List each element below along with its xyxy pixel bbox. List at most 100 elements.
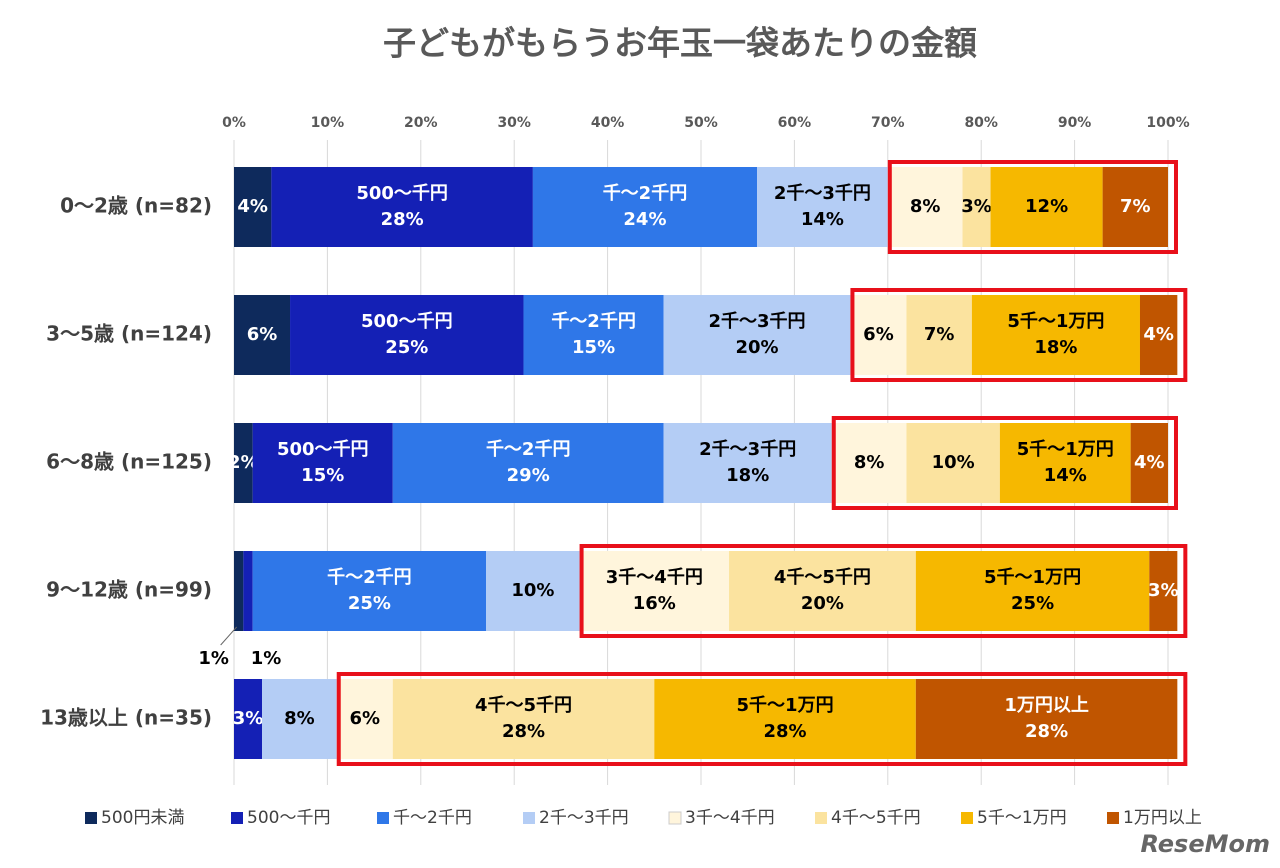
legend-label: 500～千円 — [247, 808, 330, 828]
x-tick-label: 70% — [871, 115, 905, 131]
legend-swatch — [523, 812, 535, 824]
bar-segment — [906, 295, 972, 375]
value-label: 6% — [247, 324, 278, 345]
bar-segment — [290, 295, 524, 375]
legend-label: 4千～5千円 — [831, 808, 921, 828]
bar-segment — [999, 423, 1131, 503]
category-label: 9～12歳 (n=99) — [46, 578, 212, 602]
value-label: 5千～1万円 14% — [1017, 439, 1114, 486]
legend-swatch — [1107, 812, 1119, 824]
value-label: 8% — [854, 452, 885, 473]
x-tick-label: 0% — [222, 115, 246, 131]
x-tick-label: 60% — [778, 115, 812, 131]
x-tick-label: 10% — [311, 115, 345, 131]
bar-segment — [392, 679, 655, 759]
bar-segment — [1149, 551, 1178, 631]
value-label: 1万円以上 28% — [1004, 695, 1089, 742]
value-label: 500～千円 15% — [277, 439, 369, 486]
watermark: ReseMom — [1140, 830, 1270, 858]
value-label: 500～千円 28% — [356, 183, 448, 230]
value-label: 5千～1万円 18% — [1007, 311, 1104, 358]
bar-segment — [990, 167, 1103, 247]
category-label: 3～5歳 (n=124) — [46, 322, 212, 346]
value-label: 1% — [198, 648, 229, 669]
x-tick-label: 30% — [497, 115, 531, 131]
bar-segment — [262, 679, 337, 759]
bar-segment — [252, 551, 487, 631]
value-label: 8% — [910, 196, 941, 217]
x-tick-label: 90% — [1058, 115, 1092, 131]
leader-line — [220, 626, 238, 646]
value-label: 千～2千円 29% — [486, 439, 571, 486]
highlight-box — [850, 288, 1188, 382]
value-label: 千～2千円 15% — [551, 311, 636, 358]
bar-segment — [971, 295, 1140, 375]
bar-segment — [252, 423, 393, 503]
bar-segment — [962, 167, 991, 247]
bar-segment — [757, 167, 888, 247]
bar-segment — [1130, 423, 1168, 503]
bar-segment — [906, 423, 1000, 503]
legend-swatch — [961, 812, 973, 824]
chart-title: 子どもがもらうお年玉一袋あたりの金額 — [383, 24, 977, 63]
bar-segment — [850, 295, 907, 375]
bar-segment — [915, 679, 1178, 759]
value-label: 7% — [1120, 196, 1151, 217]
bar-segment — [234, 295, 291, 375]
category-label: 13歳以上 (n=35) — [40, 706, 212, 730]
legend-swatch — [231, 812, 243, 824]
value-label: 10% — [511, 580, 554, 601]
legend-label: 1万円以上 — [1123, 808, 1202, 828]
bar-segment — [729, 551, 916, 631]
value-label: 8% — [284, 708, 315, 729]
bar-segment — [234, 167, 272, 247]
bar-segment — [663, 423, 832, 503]
value-label: 2千～3千円 18% — [699, 439, 796, 486]
value-label: 500～千円 25% — [361, 311, 453, 358]
bar-segment — [579, 551, 730, 631]
bar-segment — [1102, 167, 1168, 247]
category-label: 6～8歳 (n=125) — [46, 450, 212, 474]
value-label: 3% — [233, 708, 264, 729]
value-label: 12% — [1025, 196, 1068, 217]
value-label: 2千～3千円 14% — [774, 183, 871, 230]
bar-segment — [532, 167, 758, 247]
x-tick-label: 40% — [591, 115, 625, 131]
value-label: 6% — [349, 708, 380, 729]
highlight-box — [831, 416, 1178, 510]
bar-segment — [831, 423, 907, 503]
value-label: 4% — [237, 196, 268, 217]
value-label: 2% — [228, 452, 259, 473]
legend-label: 千～2千円 — [393, 808, 472, 828]
category-label: 0～2歳 (n=82) — [60, 194, 212, 218]
value-label: 3% — [1148, 580, 1179, 601]
bar-segment — [654, 679, 916, 759]
x-tick-label: 50% — [684, 115, 718, 131]
bar-segment — [336, 679, 393, 759]
bar-segment — [486, 551, 580, 631]
bar-segment — [663, 295, 851, 375]
legend-swatch — [377, 812, 389, 824]
value-label: 6% — [863, 324, 894, 345]
legend-swatch — [815, 812, 827, 824]
highlight-box — [579, 544, 1188, 638]
value-label: 7% — [924, 324, 955, 345]
bar-segment — [523, 295, 664, 375]
bar-segment — [271, 167, 533, 247]
x-tick-label: 20% — [404, 115, 438, 131]
value-label: 1% — [251, 648, 282, 669]
bar-segment — [243, 551, 253, 631]
legend-label: 500円未満 — [101, 808, 184, 828]
value-label: 4千～5千円 28% — [475, 695, 572, 742]
value-label: 3% — [961, 196, 992, 217]
legend-swatch — [668, 811, 682, 825]
bar-segment — [234, 423, 253, 503]
value-label: 4千～5千円 20% — [774, 567, 871, 614]
bar-segment — [234, 679, 263, 759]
value-label: 4% — [1143, 324, 1174, 345]
x-tick-label: 100% — [1146, 115, 1189, 131]
value-label: 千～2千円 24% — [603, 183, 688, 230]
legend-label: 3千～4千円 — [685, 808, 775, 828]
value-label: 3千～4千円 16% — [606, 567, 703, 614]
highlight-box — [887, 160, 1178, 254]
